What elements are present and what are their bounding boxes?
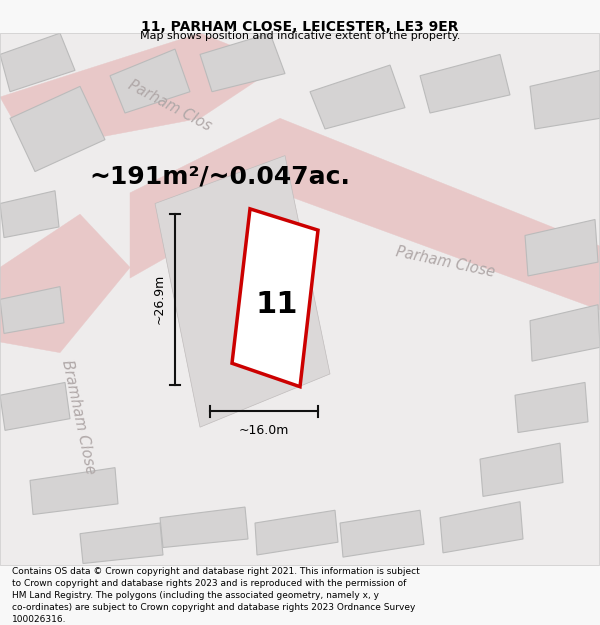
Polygon shape bbox=[0, 382, 70, 431]
Text: ~191m²/~0.047ac.: ~191m²/~0.047ac. bbox=[89, 165, 350, 189]
Polygon shape bbox=[130, 118, 600, 310]
Polygon shape bbox=[515, 382, 588, 432]
Text: 11, PARHAM CLOSE, LEICESTER, LE3 9ER: 11, PARHAM CLOSE, LEICESTER, LE3 9ER bbox=[141, 20, 459, 34]
Polygon shape bbox=[530, 71, 600, 129]
Text: 11: 11 bbox=[256, 290, 298, 319]
Polygon shape bbox=[440, 502, 523, 553]
Text: Parham Close: Parham Close bbox=[394, 244, 496, 280]
Polygon shape bbox=[310, 65, 405, 129]
Text: ~16.0m: ~16.0m bbox=[239, 424, 289, 437]
Polygon shape bbox=[160, 507, 248, 548]
Text: Bramham Close: Bramham Close bbox=[59, 358, 97, 475]
Polygon shape bbox=[110, 49, 190, 113]
Text: ~26.9m: ~26.9m bbox=[152, 274, 166, 324]
Text: Map shows position and indicative extent of the property.: Map shows position and indicative extent… bbox=[140, 31, 460, 41]
Polygon shape bbox=[0, 214, 130, 352]
Polygon shape bbox=[420, 54, 510, 113]
Text: Parham Clos: Parham Clos bbox=[126, 78, 214, 134]
Polygon shape bbox=[0, 287, 64, 334]
Polygon shape bbox=[255, 510, 338, 555]
Polygon shape bbox=[0, 191, 59, 238]
Polygon shape bbox=[30, 468, 118, 514]
Polygon shape bbox=[80, 523, 163, 564]
Text: Contains OS data © Crown copyright and database right 2021. This information is : Contains OS data © Crown copyright and d… bbox=[12, 568, 420, 624]
Polygon shape bbox=[525, 219, 598, 276]
Polygon shape bbox=[480, 443, 563, 496]
Polygon shape bbox=[10, 86, 105, 172]
Polygon shape bbox=[232, 209, 318, 387]
Polygon shape bbox=[0, 33, 280, 150]
Polygon shape bbox=[340, 510, 424, 557]
Polygon shape bbox=[155, 156, 330, 427]
Polygon shape bbox=[200, 33, 285, 92]
Polygon shape bbox=[530, 305, 600, 361]
Polygon shape bbox=[0, 33, 75, 92]
